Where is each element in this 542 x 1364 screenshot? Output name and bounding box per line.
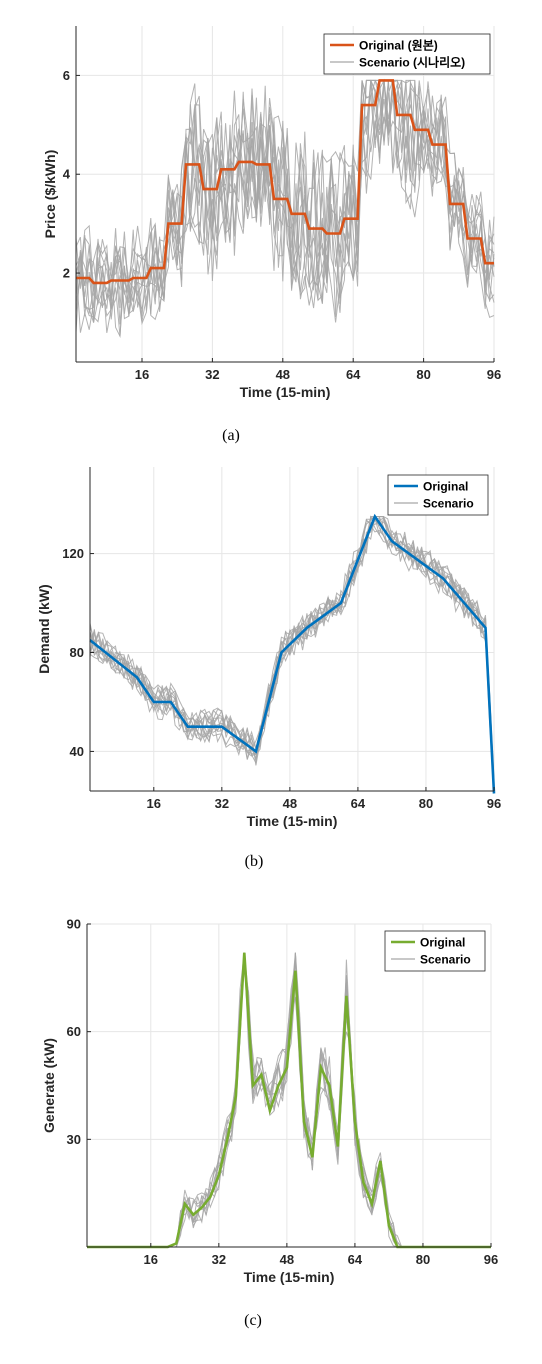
figure-caption: (a) — [222, 427, 240, 444]
x-tick-label: 64 — [348, 1252, 363, 1267]
original-series-line — [76, 79, 494, 285]
x-tick-label: 16 — [144, 1252, 158, 1267]
y-tick-label: 120 — [62, 546, 84, 561]
x-tick-label: 16 — [135, 367, 149, 382]
scenario-series-line — [89, 516, 495, 785]
legend-label: Scenario — [420, 953, 471, 967]
x-tick-label: 32 — [205, 367, 219, 382]
y-axis-title: Price ($/kWh) — [42, 150, 58, 239]
legend: Original Scenario — [387, 474, 489, 516]
y-axis-title: Generate (kW) — [41, 1038, 57, 1133]
y-tick-label: 60 — [67, 1024, 81, 1039]
x-tick-label: 80 — [416, 367, 430, 382]
x-tick-label: 48 — [283, 796, 297, 811]
x-tick-label: 96 — [484, 1252, 498, 1267]
legend-label: Scenario — [423, 497, 474, 511]
x-tick-label: 96 — [487, 367, 501, 382]
legend-label: Original — [420, 936, 465, 950]
x-axis-title: Time (15-min) — [240, 384, 331, 400]
chart-panel-c: 16 32 48 64 80 96 30 60 90 Time (15-min) Generate … — [41, 917, 498, 1330]
x-axis-title: Time (15-min) — [244, 1269, 335, 1285]
legend-label: Original — [423, 480, 468, 494]
legend: Original (원본) Scenario (시나리오) — [323, 33, 491, 75]
x-tick-label: 80 — [416, 1252, 430, 1267]
chart-panel-b: 16 32 48 64 80 96 40 80 120 Time (15-min) Demand (… — [36, 467, 501, 870]
figure-caption: (c) — [244, 1312, 262, 1329]
original-series-line — [89, 513, 496, 794]
scenario-series-line — [75, 80, 495, 337]
plot-area — [87, 924, 491, 1247]
legend: Original Scenario — [384, 930, 486, 972]
y-axis-title: Demand (kW) — [36, 584, 52, 673]
x-tick-label: 80 — [419, 796, 433, 811]
scenario-series-line — [89, 516, 495, 789]
y-tick-label: 2 — [63, 266, 70, 281]
y-tick-label: 30 — [67, 1132, 81, 1147]
legend-label: Scenario (시나리오) — [359, 55, 465, 70]
chart-panel-a: 16 32 48 64 80 96 2 4 6 Time (15-min) Price ($/kWh… — [42, 26, 501, 444]
scenario-series-line — [75, 79, 495, 320]
y-tick-label: 80 — [70, 645, 84, 660]
legend-box — [323, 33, 491, 75]
y-tick-label: 6 — [63, 68, 70, 83]
y-tick-label: 40 — [70, 744, 84, 759]
figure-caption: (b) — [245, 853, 264, 870]
legend-box — [387, 474, 489, 516]
x-tick-label: 16 — [147, 796, 161, 811]
legend-label: Original (원본) — [359, 39, 438, 53]
x-tick-label: 64 — [346, 367, 361, 382]
x-tick-label: 48 — [280, 1252, 294, 1267]
x-tick-label: 32 — [215, 796, 229, 811]
x-tick-label: 64 — [351, 796, 366, 811]
original-series-line — [87, 952, 491, 1249]
y-tick-label: 4 — [63, 167, 71, 182]
x-tick-label: 96 — [487, 796, 501, 811]
y-tick-label: 90 — [67, 917, 81, 932]
scenario-series-line — [75, 79, 495, 326]
x-tick-label: 32 — [212, 1252, 226, 1267]
plot-area — [90, 467, 494, 791]
x-axis-title: Time (15-min) — [247, 813, 338, 829]
legend-box — [384, 930, 486, 972]
x-tick-label: 48 — [276, 367, 290, 382]
scenario-series-line — [75, 79, 495, 339]
